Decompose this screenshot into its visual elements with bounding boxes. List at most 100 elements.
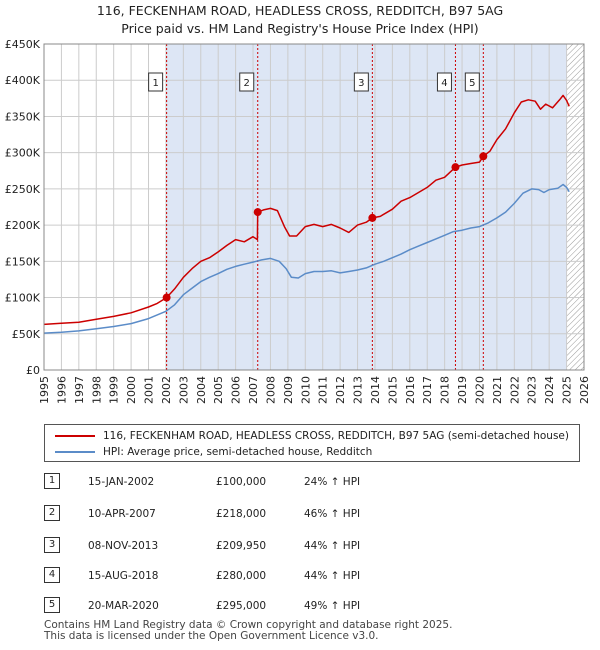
sale-point [479,152,488,161]
sale-date: 08-NOV-2013 [88,540,159,552]
sale-number: 5 [44,597,60,613]
sale-marker-box [148,72,164,92]
sale-hpi-diff: 24% ↑ HPI [304,476,361,488]
footer-copyright: Contains HM Land Registry data © Crown c… [44,619,453,631]
x-tick-label: 2025 [561,376,574,404]
y-tick-label: £100K [5,292,41,305]
ownership-shade [372,44,456,370]
plot-border [43,43,585,371]
sale-row: 2 10-APR-2007 £218,000 46% ↑ HPI [44,504,584,524]
sale-number: 2 [44,505,60,521]
y-tick-label: £250K [5,183,41,196]
sale-number: 1 [44,473,60,489]
sale-point [253,208,262,217]
sale-point [368,213,377,222]
x-tick-label: 2023 [526,376,539,404]
x-tick-label: 1995 [38,376,51,404]
sale-marker-box [239,72,255,92]
sale-row: 1 15-JAN-2002 £100,000 24% ↑ HPI [44,472,584,492]
sale-point [162,293,171,302]
x-tick-label: 2010 [299,376,312,404]
sale-hpi-diff: 44% ↑ HPI [304,570,361,582]
sale-date: 20-MAR-2020 [88,600,159,612]
sale-date: 15-JAN-2002 [88,476,155,488]
sale-price: £295,000 [216,600,267,612]
sale-number: 4 [44,567,60,583]
property-price-line [43,94,570,326]
legend-label-property: 116, FECKENHAM ROAD, HEADLESS CROSS, RED… [103,430,569,442]
x-tick-label: 2013 [352,376,365,404]
sale-marker-label: 3 [358,78,364,89]
sale-date: 10-APR-2007 [88,508,156,520]
x-tick-label: 2012 [334,376,347,404]
x-tick-label: 2016 [404,376,417,404]
x-tick-label: 2007 [247,376,260,404]
x-tick-label: 2006 [230,376,243,404]
sale-row: 3 08-NOV-2013 £209,950 44% ↑ HPI [44,536,584,556]
legend: 116, FECKENHAM ROAD, HEADLESS CROSS, RED… [44,424,580,462]
sale-row: 4 15-AUG-2018 £280,000 44% ↑ HPI [44,566,584,586]
x-tick-label: 2024 [543,376,556,404]
sale-hpi-diff: 44% ↑ HPI [304,540,361,552]
x-tick-label: 2022 [508,376,521,404]
chart-title: 116, FECKENHAM ROAD, HEADLESS CROSS, RED… [0,2,600,38]
x-tick-label: 2003 [177,376,190,404]
y-tick-label: £300K [5,147,41,160]
x-tick-label: 2008 [264,376,277,404]
y-tick-label: £150K [5,255,41,268]
legend-label-hpi: HPI: Average price, semi-detached house,… [103,446,373,458]
x-tick-label: 2004 [195,376,208,404]
y-tick-label: £450K [5,38,41,51]
sale-price: £100,000 [216,476,267,488]
sale-date: 15-AUG-2018 [88,570,159,582]
x-tick-label: 2005 [212,376,225,404]
x-tick-label: 1997 [73,376,86,404]
legend-swatch-property [55,435,95,437]
hpi-line [43,183,570,334]
y-tick-label: £200K [5,219,41,232]
x-tick-label: 2001 [143,376,156,404]
x-tick-label: 2009 [282,376,295,404]
sale-marker-box [464,72,480,92]
x-tick-label: 1998 [90,376,103,404]
x-tick-label: 2018 [439,376,452,404]
legend-swatch-hpi [55,451,95,453]
forecast-hatch [566,44,584,370]
price-chart: 1 2 3 4 5 £0 £50K £100K £150K £200K £250K £300K £350… [5,38,591,404]
footer-licence: This data is licensed under the Open Gov… [44,630,379,642]
chart-title-line1: 116, FECKENHAM ROAD, HEADLESS CROSS, RED… [96,3,504,18]
sale-hpi-diff: 49% ↑ HPI [304,600,361,612]
sale-price: £218,000 [216,508,267,520]
x-tick-label: 1996 [55,376,68,404]
x-tick-label: 2000 [125,376,138,404]
sale-marker-label: 1 [152,78,158,89]
sale-point [451,163,460,172]
legend-item-hpi: HPI: Average price, semi-detached house,… [55,444,372,460]
sale-hpi-diff: 46% ↑ HPI [304,508,361,520]
ownership-shade [257,44,373,370]
x-tick-label: 2026 [578,376,591,404]
sale-price: £280,000 [216,570,267,582]
footer: Contains HM Land Registry data © Crown c… [44,620,452,642]
x-tick-label: 2015 [386,376,399,404]
sale-number: 3 [44,537,60,553]
x-tick-label: 1999 [108,376,121,404]
chart-title-line2: Price paid vs. HM Land Registry's House … [121,21,479,36]
x-tick-label: 2021 [491,376,504,404]
sale-marker-box [353,72,369,92]
legend-item-property: 116, FECKENHAM ROAD, HEADLESS CROSS, RED… [55,428,569,444]
sale-row: 5 20-MAR-2020 £295,000 49% ↑ HPI [44,596,584,616]
y-tick-label: £350K [5,110,41,123]
x-tick-label: 2019 [456,376,469,404]
x-tick-label: 2002 [160,376,173,404]
sale-marker-label: 4 [441,78,447,89]
ownership-shade [455,44,484,370]
y-tick-label: £400K [5,74,41,87]
ownership-shade [166,44,258,370]
y-tick-label: £50K [12,328,41,341]
sale-price: £209,950 [216,540,267,552]
y-tick-label: £0 [26,364,40,377]
sale-marker-label: 5 [469,78,475,89]
x-tick-label: 2017 [421,376,434,404]
sale-marker-box [436,72,452,92]
